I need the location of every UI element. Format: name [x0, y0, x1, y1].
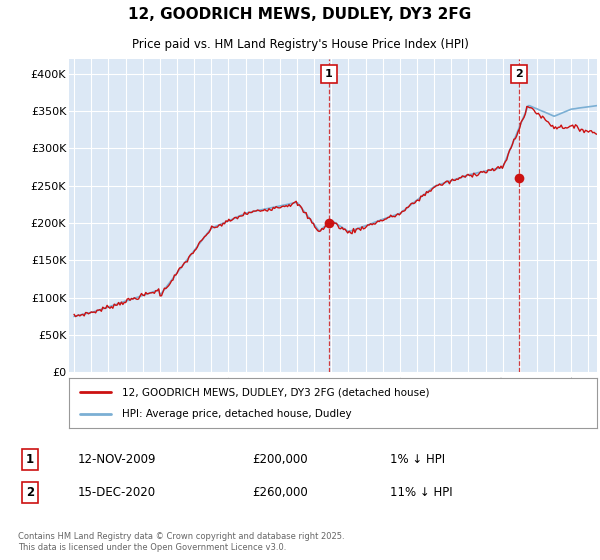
Text: 1: 1 — [325, 69, 333, 79]
Text: 1: 1 — [26, 452, 34, 466]
Text: 12-NOV-2009: 12-NOV-2009 — [78, 452, 157, 466]
Text: Price paid vs. HM Land Registry's House Price Index (HPI): Price paid vs. HM Land Registry's House … — [131, 38, 469, 50]
Text: 1% ↓ HPI: 1% ↓ HPI — [390, 452, 445, 466]
Text: 2: 2 — [515, 69, 523, 79]
Text: 11% ↓ HPI: 11% ↓ HPI — [390, 486, 452, 500]
Text: 12, GOODRICH MEWS, DUDLEY, DY3 2FG (detached house): 12, GOODRICH MEWS, DUDLEY, DY3 2FG (deta… — [122, 387, 430, 397]
Text: £200,000: £200,000 — [252, 452, 308, 466]
Text: Contains HM Land Registry data © Crown copyright and database right 2025.
This d: Contains HM Land Registry data © Crown c… — [18, 532, 344, 552]
Text: 15-DEC-2020: 15-DEC-2020 — [78, 486, 156, 500]
Text: HPI: Average price, detached house, Dudley: HPI: Average price, detached house, Dudl… — [122, 409, 352, 419]
Text: £260,000: £260,000 — [252, 486, 308, 500]
Text: 2: 2 — [26, 486, 34, 500]
Text: 12, GOODRICH MEWS, DUDLEY, DY3 2FG: 12, GOODRICH MEWS, DUDLEY, DY3 2FG — [128, 7, 472, 22]
